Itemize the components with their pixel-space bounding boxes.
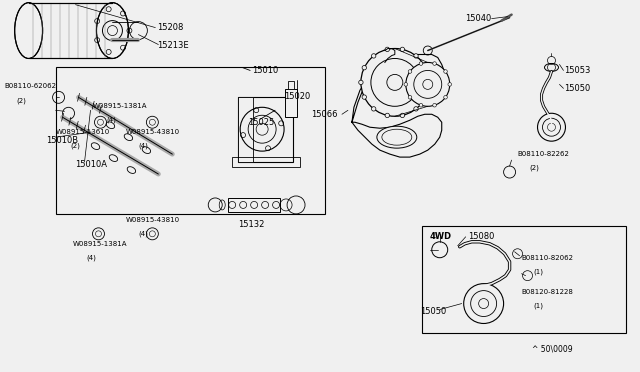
Circle shape <box>371 54 376 58</box>
Bar <box>238 97 293 162</box>
Text: 15213E: 15213E <box>157 41 189 50</box>
Bar <box>285 89 297 117</box>
Circle shape <box>414 70 442 98</box>
Circle shape <box>361 48 429 116</box>
Circle shape <box>371 58 419 106</box>
Text: 15050: 15050 <box>420 307 446 316</box>
Ellipse shape <box>92 143 100 150</box>
Text: 15208: 15208 <box>157 23 184 32</box>
Circle shape <box>427 80 431 84</box>
Circle shape <box>470 291 497 317</box>
Circle shape <box>538 113 566 141</box>
Ellipse shape <box>142 147 150 154</box>
Text: W08915-1381A: W08915-1381A <box>93 103 147 109</box>
Circle shape <box>419 103 423 107</box>
Text: B08110-62062: B08110-62062 <box>4 83 57 89</box>
Circle shape <box>385 47 390 52</box>
Text: W08915-43810: W08915-43810 <box>125 217 180 223</box>
Bar <box>238 97 253 162</box>
Circle shape <box>404 83 408 86</box>
Text: 15066: 15066 <box>312 110 338 119</box>
Text: B08120-81228: B08120-81228 <box>522 289 573 295</box>
Text: 15050: 15050 <box>564 84 591 93</box>
Text: W08915-43810: W08915-43810 <box>125 129 180 135</box>
Text: 15132: 15132 <box>238 220 264 230</box>
Text: (4): (4) <box>138 143 148 150</box>
Circle shape <box>543 118 561 136</box>
Text: 15080: 15080 <box>468 232 494 241</box>
Text: (1): (1) <box>534 269 543 275</box>
Ellipse shape <box>106 122 115 129</box>
Circle shape <box>408 70 412 73</box>
Circle shape <box>362 65 367 70</box>
Text: (4): (4) <box>138 231 148 237</box>
Ellipse shape <box>382 129 412 145</box>
Bar <box>228 198 280 212</box>
Circle shape <box>408 96 412 99</box>
Circle shape <box>423 95 428 99</box>
Bar <box>422 226 627 333</box>
Circle shape <box>400 47 404 52</box>
Text: 15020: 15020 <box>284 92 310 101</box>
Text: 15010A: 15010A <box>76 160 108 169</box>
Circle shape <box>414 54 418 58</box>
Circle shape <box>419 62 423 65</box>
Circle shape <box>423 65 428 70</box>
Text: 15010: 15010 <box>252 66 278 75</box>
Text: 4WD: 4WD <box>430 232 452 241</box>
Circle shape <box>371 107 376 111</box>
Text: (4): (4) <box>86 254 97 261</box>
Circle shape <box>358 80 363 84</box>
Text: (2): (2) <box>529 165 540 171</box>
Circle shape <box>406 62 450 106</box>
Text: B08110-82062: B08110-82062 <box>522 255 573 261</box>
Text: 15053: 15053 <box>564 66 591 75</box>
Text: B08110-82262: B08110-82262 <box>518 151 570 157</box>
Text: W08915-13610: W08915-13610 <box>56 129 110 135</box>
Text: 15025: 15025 <box>248 118 275 127</box>
Ellipse shape <box>127 167 136 173</box>
Text: 15040: 15040 <box>465 14 492 23</box>
Ellipse shape <box>124 134 132 141</box>
Circle shape <box>400 113 404 118</box>
Circle shape <box>414 107 418 111</box>
Circle shape <box>432 242 448 258</box>
Ellipse shape <box>545 64 559 71</box>
Circle shape <box>448 83 451 86</box>
Ellipse shape <box>109 155 118 161</box>
Text: ^ 50\0009: ^ 50\0009 <box>532 345 572 354</box>
Ellipse shape <box>377 126 417 148</box>
Circle shape <box>444 70 447 73</box>
Circle shape <box>385 113 390 118</box>
Text: W08915-1381A: W08915-1381A <box>72 241 127 247</box>
Bar <box>56 67 325 214</box>
Ellipse shape <box>15 3 43 58</box>
Text: (2): (2) <box>17 97 26 103</box>
Circle shape <box>433 103 436 107</box>
Bar <box>288 81 294 89</box>
Text: (2): (2) <box>70 143 81 150</box>
Text: (1): (1) <box>534 302 543 309</box>
Text: (4): (4) <box>106 117 116 124</box>
Circle shape <box>433 62 436 65</box>
Circle shape <box>464 283 504 324</box>
Circle shape <box>444 96 447 99</box>
Bar <box>232 157 300 167</box>
Ellipse shape <box>97 3 129 58</box>
Circle shape <box>362 95 367 99</box>
Text: 15010B: 15010B <box>45 136 77 145</box>
